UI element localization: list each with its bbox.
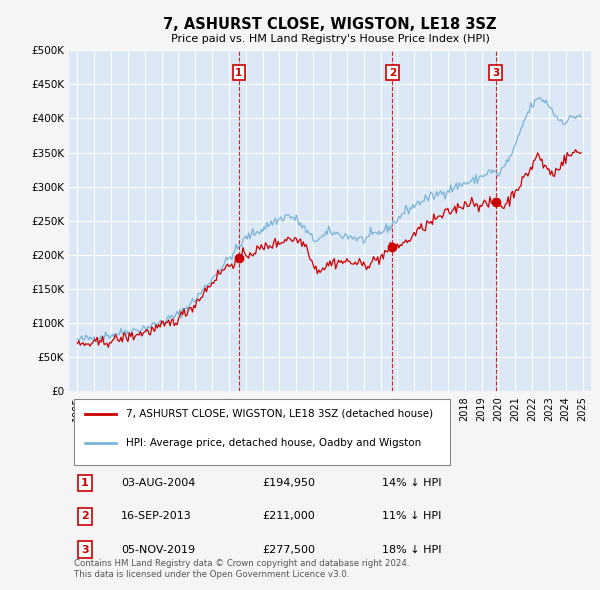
Text: Price paid vs. HM Land Registry's House Price Index (HPI): Price paid vs. HM Land Registry's House …: [170, 34, 490, 44]
Text: 2: 2: [389, 68, 396, 78]
Text: 05-NOV-2019: 05-NOV-2019: [121, 545, 196, 555]
Text: 7, ASHURST CLOSE, WIGSTON, LE18 3SZ (detached house): 7, ASHURST CLOSE, WIGSTON, LE18 3SZ (det…: [127, 408, 434, 418]
Text: 18% ↓ HPI: 18% ↓ HPI: [382, 545, 442, 555]
Text: 3: 3: [492, 68, 499, 78]
Text: 1: 1: [235, 68, 242, 78]
Text: £194,950: £194,950: [262, 478, 315, 489]
Text: 03-AUG-2004: 03-AUG-2004: [121, 478, 196, 489]
Text: HPI: Average price, detached house, Oadby and Wigston: HPI: Average price, detached house, Oadb…: [127, 438, 422, 448]
Text: 16-SEP-2013: 16-SEP-2013: [121, 512, 192, 522]
Text: 1: 1: [81, 478, 89, 489]
Text: 11% ↓ HPI: 11% ↓ HPI: [382, 512, 442, 522]
Text: £211,000: £211,000: [262, 512, 315, 522]
Text: Contains HM Land Registry data © Crown copyright and database right 2024.: Contains HM Land Registry data © Crown c…: [74, 559, 410, 568]
Text: £277,500: £277,500: [262, 545, 315, 555]
Text: 14% ↓ HPI: 14% ↓ HPI: [382, 478, 442, 489]
Text: This data is licensed under the Open Government Licence v3.0.: This data is licensed under the Open Gov…: [74, 570, 350, 579]
Bar: [74, 399, 450, 465]
Text: 3: 3: [81, 545, 88, 555]
Text: 7, ASHURST CLOSE, WIGSTON, LE18 3SZ: 7, ASHURST CLOSE, WIGSTON, LE18 3SZ: [163, 17, 497, 31]
Text: 2: 2: [81, 512, 89, 522]
